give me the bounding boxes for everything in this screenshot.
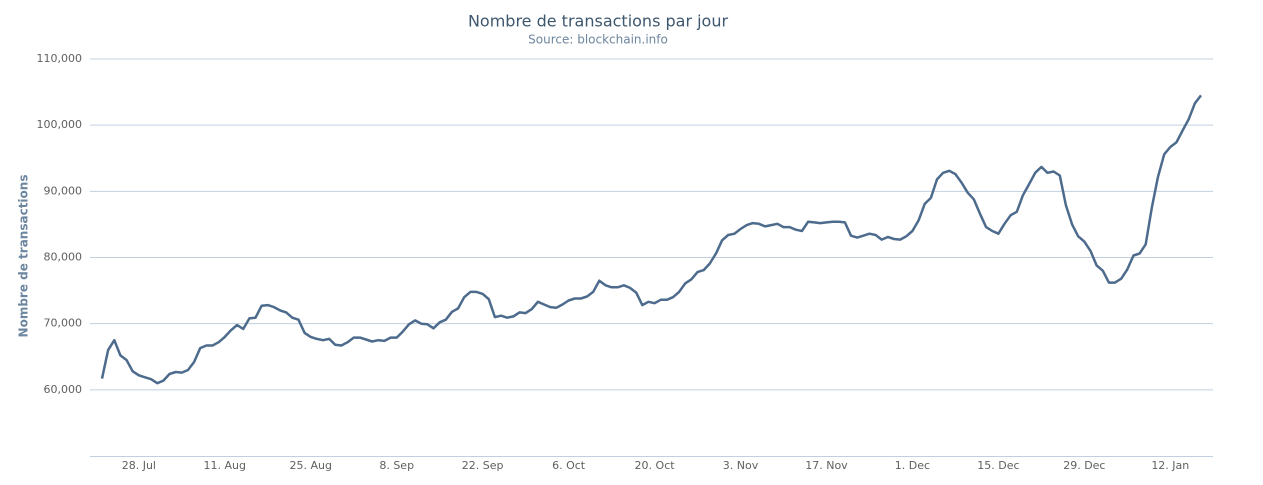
y-tick-label: 80,000 xyxy=(44,251,83,264)
data-line xyxy=(100,94,1202,385)
y-tick-label: 70,000 xyxy=(44,317,83,330)
y-tick-label: 90,000 xyxy=(44,184,83,197)
x-tick-label: 29. Dec xyxy=(1063,459,1105,472)
y-axis-label: Nombre de transactions xyxy=(17,175,31,338)
x-tick-label: 3. Nov xyxy=(723,459,759,472)
x-tick-label: 12. Jan xyxy=(1151,459,1189,472)
x-tick-label: 1. Dec xyxy=(895,459,930,472)
x-tick-label: 20. Oct xyxy=(635,459,676,472)
chart-subtitle: Source: blockchain.info xyxy=(528,33,668,47)
x-tick-label: 22. Sep xyxy=(462,459,504,472)
x-tick-label: 11. Aug xyxy=(204,459,246,472)
x-tick-label: 6. Oct xyxy=(552,459,586,472)
chart-title: Nombre de transactions par jour xyxy=(468,12,729,31)
y-tick-label: 100,000 xyxy=(37,118,83,131)
x-tick-label: 28. Jul xyxy=(122,459,156,472)
y-tick-label: 60,000 xyxy=(44,383,83,396)
x-tick-label: 15. Dec xyxy=(977,459,1019,472)
y-tick-label: 110,000 xyxy=(37,52,83,65)
x-tick-label: 17. Nov xyxy=(805,459,848,472)
x-tick-label: 8. Sep xyxy=(379,459,414,472)
x-tick-label: 25. Aug xyxy=(290,459,332,472)
